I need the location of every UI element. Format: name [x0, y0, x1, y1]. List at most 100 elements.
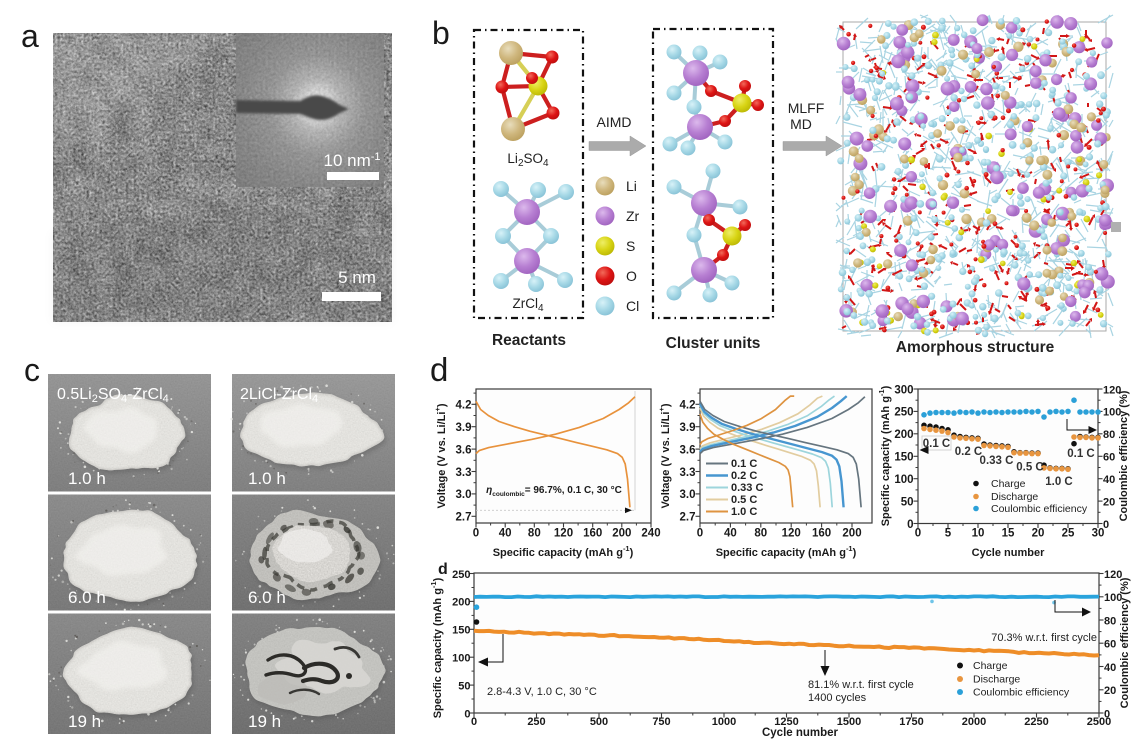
svg-text:100: 100 [1103, 407, 1121, 419]
svg-text:Cycle number: Cycle number [762, 727, 839, 739]
svg-text:2.7: 2.7 [456, 512, 472, 524]
svg-text:0: 0 [1103, 519, 1109, 531]
svg-text:120: 120 [1104, 569, 1122, 581]
svg-text:Coulombic efficiency (%): Coulombic efficiency (%) [1118, 390, 1130, 521]
svg-text:40: 40 [724, 528, 737, 540]
svg-text:150: 150 [452, 625, 470, 637]
svg-text:150: 150 [894, 452, 913, 464]
svg-text:AIMD: AIMD [597, 114, 632, 130]
svg-text:5 nm: 5 nm [338, 268, 376, 287]
svg-text:4.2: 4.2 [680, 400, 696, 412]
svg-text:0: 0 [697, 528, 703, 540]
svg-text:120: 120 [782, 528, 801, 540]
svg-text:Reactants: Reactants [492, 332, 566, 349]
svg-text:Coulombic efficiency: Coulombic efficiency [973, 687, 1070, 699]
svg-text:200: 200 [842, 528, 861, 540]
svg-text:Voltage (V vs. Li/Li+): Voltage (V vs. Li/Li+) [657, 403, 672, 508]
svg-text:O: O [626, 268, 637, 284]
svg-text:Discharge: Discharge [991, 491, 1038, 503]
svg-text:80: 80 [1104, 615, 1116, 627]
svg-text:Charge: Charge [991, 478, 1026, 490]
svg-text:Specific capacity (mAh g-1): Specific capacity (mAh g-1) [716, 544, 857, 559]
svg-text:19 h: 19 h [248, 712, 281, 731]
svg-text:0: 0 [473, 528, 479, 540]
svg-text:0.2 C: 0.2 C [731, 470, 757, 482]
svg-text:b: b [432, 15, 450, 51]
svg-text:3.9: 3.9 [680, 422, 696, 434]
svg-text:2.8-4.3 V, 1.0 C, 30 °C: 2.8-4.3 V, 1.0 C, 30 °C [487, 686, 597, 698]
svg-text:60: 60 [1104, 639, 1116, 651]
svg-text:Amorphous structure: Amorphous structure [896, 339, 1055, 356]
svg-text:0.5 C: 0.5 C [731, 494, 757, 506]
svg-text:d: d [438, 561, 448, 578]
svg-text:3.6: 3.6 [456, 444, 472, 456]
svg-text:d: d [430, 351, 448, 388]
svg-text:19 h: 19 h [68, 712, 101, 731]
svg-text:Specific capacity (mAh g-1): Specific capacity (mAh g-1) [493, 544, 634, 559]
svg-text:15: 15 [1002, 528, 1015, 540]
svg-text:40: 40 [1104, 662, 1116, 674]
svg-text:Specific capacity (mAh g-1): Specific capacity (mAh g-1) [877, 385, 892, 526]
svg-text:MLFF: MLFF [788, 100, 825, 116]
svg-text:6.0 h: 6.0 h [248, 588, 286, 607]
svg-text:0.1 C: 0.1 C [731, 458, 757, 470]
svg-text:100: 100 [894, 474, 913, 486]
svg-text:3.0: 3.0 [680, 489, 696, 501]
svg-text:50: 50 [901, 496, 914, 508]
svg-text:0.2 C: 0.2 C [955, 446, 983, 458]
svg-text:100: 100 [1104, 592, 1122, 604]
svg-text:4.2: 4.2 [456, 400, 472, 412]
svg-text:MD: MD [790, 116, 812, 132]
svg-text:160: 160 [812, 528, 831, 540]
svg-text:1500: 1500 [837, 716, 861, 728]
svg-text:6.0 h: 6.0 h [68, 588, 106, 607]
svg-text:50: 50 [458, 680, 470, 692]
svg-text:70.3% w.r.t. first cycle: 70.3% w.r.t. first cycle [991, 632, 1097, 644]
svg-text:2.7: 2.7 [680, 512, 696, 524]
svg-text:80: 80 [754, 528, 767, 540]
svg-text:Coulombic efficiency (%): Coulombic efficiency (%) [1119, 577, 1131, 708]
svg-text:Li2SO4: Li2SO4 [507, 151, 549, 169]
svg-text:500: 500 [590, 716, 608, 728]
svg-text:40: 40 [499, 528, 512, 540]
svg-text:300: 300 [894, 384, 913, 396]
svg-text:20: 20 [1032, 528, 1045, 540]
svg-text:1.0 C: 1.0 C [1045, 476, 1073, 488]
svg-text:0.33 C: 0.33 C [731, 482, 763, 494]
svg-text:160: 160 [583, 528, 602, 540]
svg-text:0: 0 [464, 708, 470, 720]
svg-text:3.3: 3.3 [456, 467, 472, 479]
svg-text:3.9: 3.9 [456, 422, 472, 434]
svg-text:Charge: Charge [973, 660, 1008, 672]
svg-text:750: 750 [652, 716, 670, 728]
svg-text:200: 200 [612, 528, 631, 540]
svg-text:0: 0 [907, 519, 913, 531]
svg-text:20: 20 [1103, 496, 1115, 508]
svg-text:2LiCl-ZrCl4: 2LiCl-ZrCl4 [240, 386, 318, 405]
svg-text:2250: 2250 [1024, 716, 1048, 728]
svg-text:1250: 1250 [774, 716, 798, 728]
svg-text:Cluster units: Cluster units [666, 335, 761, 352]
svg-text:0.1 C: 0.1 C [1067, 448, 1095, 460]
svg-text:120: 120 [554, 528, 573, 540]
svg-text:80: 80 [1103, 429, 1115, 441]
svg-text:a: a [21, 18, 39, 54]
svg-text:1.0 C: 1.0 C [731, 506, 757, 518]
svg-text:0: 0 [471, 716, 477, 728]
svg-text:Discharge: Discharge [973, 674, 1020, 686]
svg-text:0.5Li2SO4-ZrCl4: 0.5Li2SO4-ZrCl4 [57, 386, 169, 405]
svg-text:3.3: 3.3 [680, 467, 696, 479]
svg-text:250: 250 [527, 716, 545, 728]
svg-text:2500: 2500 [1087, 716, 1111, 728]
svg-text:1000: 1000 [712, 716, 736, 728]
svg-text:Specific capacity (mAh g-1): Specific capacity (mAh g-1) [429, 577, 444, 718]
svg-text:10 nm-1: 10 nm-1 [323, 151, 380, 170]
svg-text:5: 5 [945, 528, 952, 540]
svg-text:20: 20 [1104, 685, 1116, 697]
svg-text:240: 240 [641, 528, 660, 540]
svg-text:0.33 C: 0.33 C [980, 455, 1014, 467]
svg-text:Voltage (V vs. Li/Li+): Voltage (V vs. Li/Li+) [433, 403, 448, 508]
svg-text:10: 10 [972, 528, 985, 540]
svg-text:2000: 2000 [962, 716, 986, 728]
svg-text:Li: Li [626, 178, 637, 194]
